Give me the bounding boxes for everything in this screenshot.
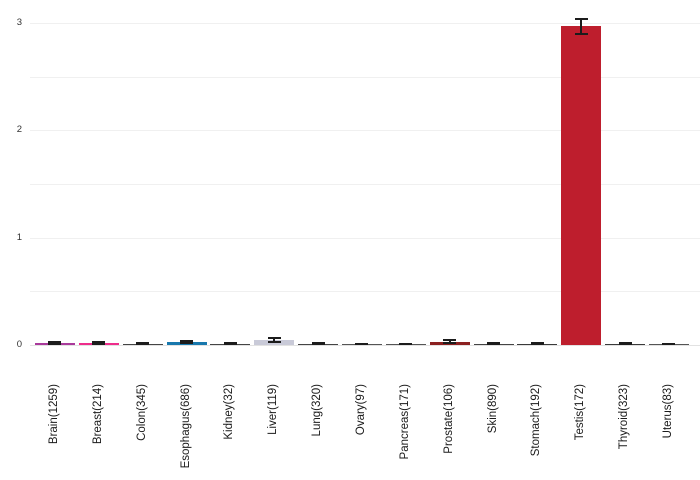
error-bar-cap-top — [443, 339, 457, 342]
bars-row: Brain(1259) Breast(214) Colon(345) Esophagu… — [33, 0, 691, 468]
error-bar-cap-bottom — [92, 342, 106, 345]
bar-slot: Kidney(32) — [208, 0, 252, 440]
x-tick-label: Prostate(106) — [442, 384, 455, 454]
bar-slot: Stomach(192) — [515, 0, 559, 456]
x-tick-label: Breast(214) — [91, 384, 104, 445]
gridline — [30, 76, 700, 78]
error-bar-cap-bottom — [311, 343, 325, 346]
bar-slot: Skin(890) — [472, 0, 516, 433]
x-tick-label: Lung(320) — [311, 384, 324, 437]
error-bar-cap-bottom — [530, 343, 544, 346]
bar-slot: Uterus(83) — [647, 0, 691, 438]
error-bar-line — [273, 338, 276, 343]
x-tick-label: Skin(890) — [486, 384, 499, 434]
x-tick-label: Uterus(83) — [661, 384, 674, 439]
bar-slot: Liver(119) — [252, 0, 296, 435]
bar-slot: Colon(345) — [121, 0, 165, 441]
x-tick-label: Pancreas(171) — [398, 384, 411, 460]
x-axis-line — [30, 345, 700, 346]
error-bar-cap-top — [48, 340, 62, 343]
error-bar-cap-bottom — [355, 343, 369, 346]
bar-slot: Pancreas(171) — [384, 0, 428, 459]
x-tick-label: Thyroid(323) — [618, 384, 631, 450]
gridline — [30, 291, 700, 293]
error-bar-cap-bottom — [487, 343, 501, 346]
x-tick-label: Ovary(97) — [354, 384, 367, 436]
error-bar-cap-top — [136, 342, 150, 345]
error-bar-cap-top — [618, 342, 632, 345]
bar-slot: Brain(1259) — [33, 0, 77, 444]
error-bar-cap-top — [267, 337, 281, 340]
error-bar-cap-top — [180, 340, 193, 343]
error-bar-cap-bottom — [223, 343, 237, 346]
x-tick-label: Kidney(32) — [223, 384, 236, 440]
gridline — [30, 130, 700, 132]
error-bar-cap-top — [223, 342, 237, 345]
error-bar-cap-top — [311, 342, 325, 345]
x-tick-label: Brain(1259) — [47, 384, 60, 445]
bar-slot: Esophagus(686) — [165, 0, 209, 468]
y-tick-label: 3 — [16, 17, 22, 28]
bar-slot: Prostate(106) — [428, 0, 472, 454]
y-tick-label: 1 — [16, 231, 22, 243]
error-bar-cap-top — [574, 17, 588, 20]
error-bar-cap-bottom — [136, 343, 150, 346]
x-tick-label: Esophagus(686) — [179, 384, 192, 469]
error-bar-cap-bottom — [662, 343, 676, 346]
error-bar-cap-bottom — [574, 32, 588, 35]
error-bar-cap-top — [530, 342, 544, 345]
bar-slot: Breast(214) — [77, 0, 121, 444]
error-bar-line — [448, 340, 451, 344]
x-tick-label: Testis(172) — [574, 384, 587, 441]
x-tick-label: Stomach(192) — [530, 384, 543, 457]
y-tick-label: 0 — [16, 339, 22, 350]
gridline — [30, 23, 700, 24]
error-bar-line — [185, 341, 188, 344]
error-bar-cap-top — [487, 342, 501, 345]
bar-slot: Lung(320) — [296, 0, 340, 436]
error-bar-line — [580, 18, 583, 34]
error-bar-cap-bottom — [618, 343, 632, 346]
x-tick-label: Liver(119) — [267, 384, 280, 435]
bar-slot: Ovary(97) — [340, 0, 384, 435]
x-tick-label: Colon(345) — [135, 384, 148, 441]
error-bar-cap-bottom — [399, 343, 413, 346]
gridline — [30, 184, 700, 185]
bar-slot: Testis(172) — [559, 0, 603, 440]
error-bar-cap-bottom — [48, 342, 62, 345]
error-bar-cap-top — [92, 340, 106, 343]
error-bar-cap-bottom — [267, 341, 281, 344]
bar — [561, 26, 602, 345]
y-tick-label: 2 — [16, 124, 22, 136]
error-bar-cap-bottom — [443, 342, 457, 345]
error-bar-cap-bottom — [180, 342, 193, 345]
gridline — [30, 237, 700, 239]
bar-slot: Thyroid(323) — [603, 0, 647, 449]
